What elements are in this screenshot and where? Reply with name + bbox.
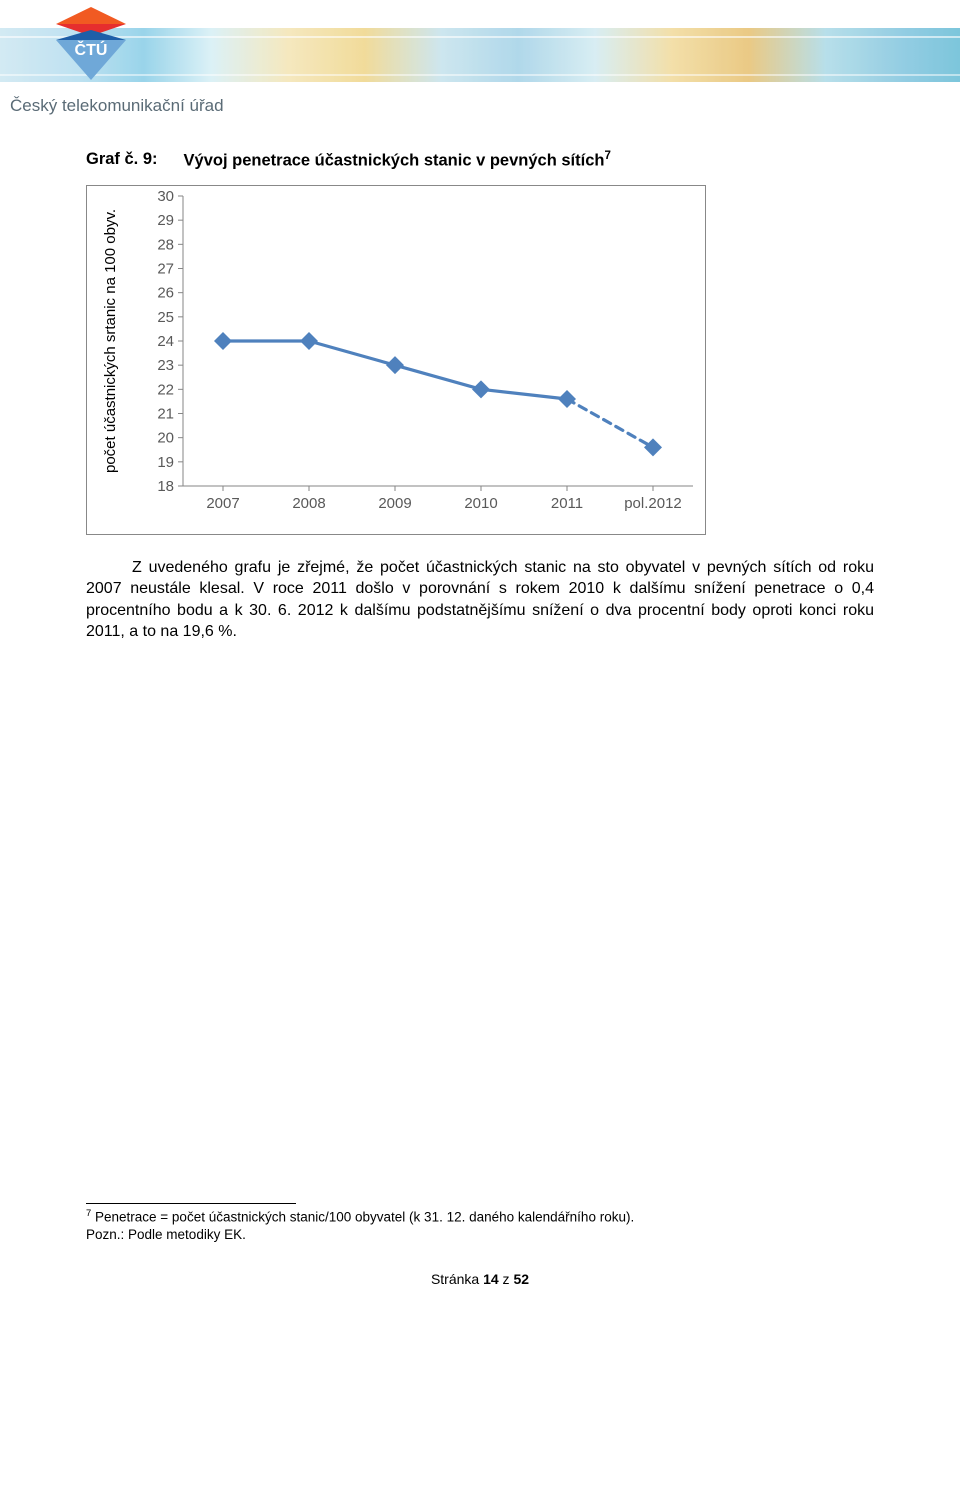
svg-text:18: 18 <box>157 478 174 495</box>
svg-text:2011: 2011 <box>551 495 583 512</box>
graf-heading: Graf č. 9: Vývoj penetrace účastnických … <box>86 150 874 171</box>
svg-text:2007: 2007 <box>206 495 239 512</box>
svg-text:26: 26 <box>157 284 174 301</box>
footnote-line2: Pozn.: Podle metodiky EK. <box>86 1227 246 1242</box>
graf-title: Vývoj penetrace účastnických stanic v pe… <box>184 150 611 171</box>
svg-text:24: 24 <box>157 333 174 350</box>
footnote-line1: Penetrace = počet účastnických stanic/10… <box>91 1209 634 1224</box>
svg-text:pol.2012: pol.2012 <box>624 495 682 512</box>
svg-text:30: 30 <box>157 188 174 205</box>
org-name: Český telekomunikační úřad <box>10 96 224 116</box>
chart-container: 18 19 20 21 22 23 24 25 26 27 28 29 30 2007 2008 2009 20… <box>86 185 706 535</box>
svg-text:23: 23 <box>157 357 174 374</box>
graf-label: Graf č. 9: <box>86 150 158 171</box>
svg-text:21: 21 <box>157 405 174 422</box>
body-paragraph: Z uvedeného grafu je zřejmé, že počet úč… <box>86 557 874 643</box>
ctu-logo-svg: ČTÚ <box>36 2 146 96</box>
svg-text:28: 28 <box>157 236 174 253</box>
svg-text:počet účastnických srtanic na: počet účastnických srtanic na 100 obyv. <box>102 208 119 472</box>
svg-text:19: 19 <box>157 453 174 470</box>
svg-text:22: 22 <box>157 381 174 398</box>
page-number: Stránka 14 z 52 <box>86 1271 874 1307</box>
page-content: Graf č. 9: Vývoj penetrace účastnických … <box>0 120 960 1307</box>
line-chart: 18 19 20 21 22 23 24 25 26 27 28 29 30 2007 2008 2009 20… <box>87 186 705 534</box>
ctu-logo: ČTÚ <box>36 2 156 96</box>
footnote-block: 7 Penetrace = počet účastnických stanic/… <box>86 1208 874 1244</box>
svg-text:29: 29 <box>157 212 174 229</box>
svg-text:2008: 2008 <box>292 495 325 512</box>
svg-text:2010: 2010 <box>464 495 497 512</box>
logo-acronym-text: ČTÚ <box>75 40 108 59</box>
svg-text:27: 27 <box>157 260 174 277</box>
svg-text:2009: 2009 <box>378 495 411 512</box>
header-banner: ČTÚ Český telekomunikační úřad <box>0 0 960 120</box>
svg-text:20: 20 <box>157 429 174 446</box>
footnote-separator <box>86 1203 296 1204</box>
svg-text:25: 25 <box>157 308 174 325</box>
